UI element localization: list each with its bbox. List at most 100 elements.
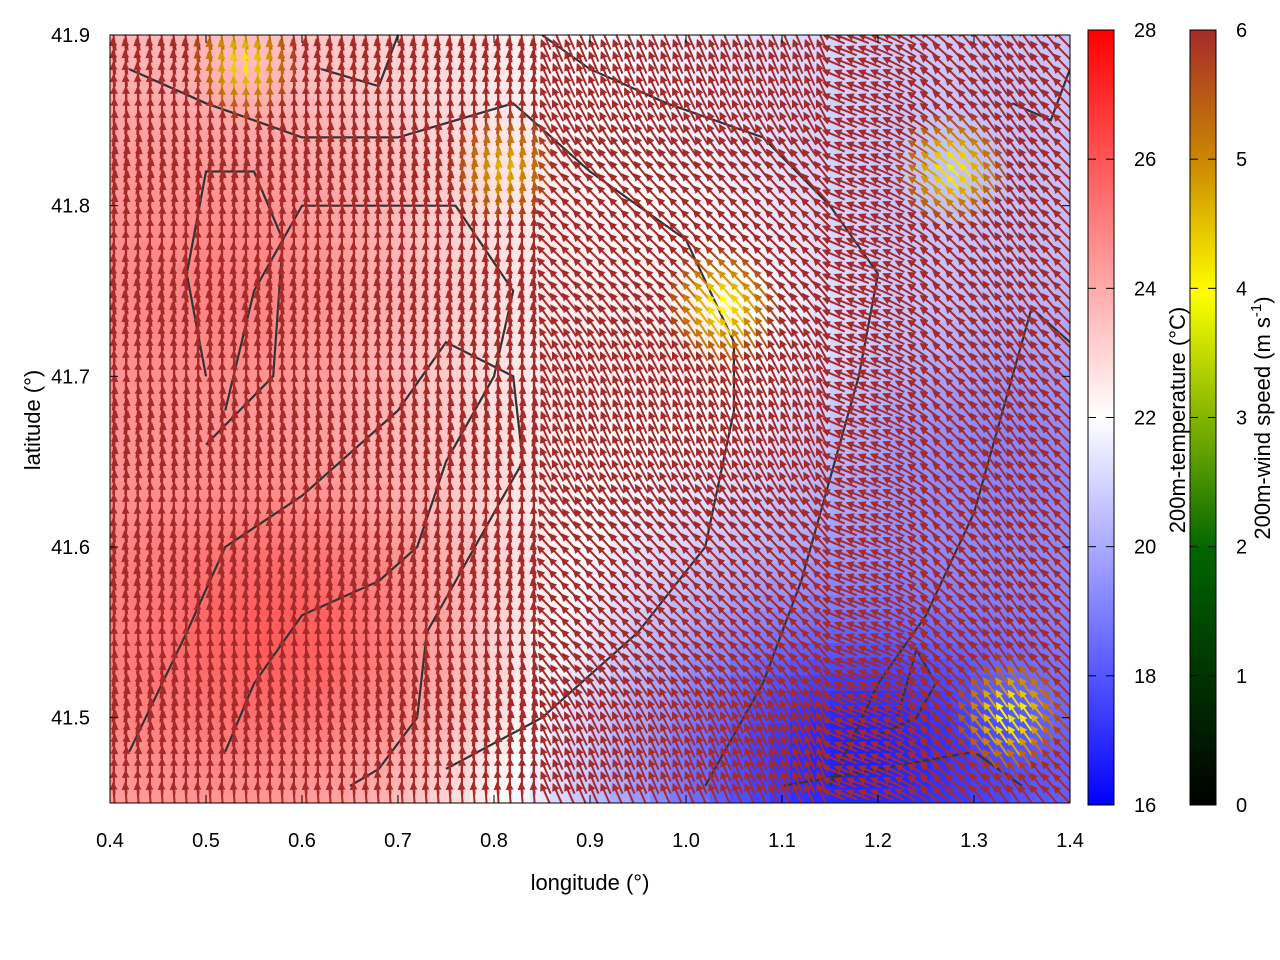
- temperature-cell: [190, 659, 211, 676]
- temperature-cell: [490, 163, 511, 180]
- temperature-cell: [330, 627, 351, 644]
- temperature-cell: [130, 163, 151, 180]
- temperature-cell: [430, 643, 451, 660]
- temperature-cell: [270, 499, 291, 516]
- temperature-cell: [490, 547, 511, 564]
- temperature-cell: [430, 227, 451, 244]
- temperature-cell: [190, 627, 211, 644]
- temperature-cell: [270, 595, 291, 612]
- temperature-cell: [190, 547, 211, 564]
- temperature-cell: [250, 771, 271, 788]
- temperature-cell: [450, 371, 471, 388]
- temperature-cell: [130, 531, 151, 548]
- temperature-cell: [190, 483, 211, 500]
- temperature-cell: [150, 515, 171, 532]
- temperature-cell: [430, 131, 451, 148]
- temperature-cell: [250, 739, 271, 756]
- temperature-cell: [270, 387, 291, 404]
- temperature-cell: [210, 515, 231, 532]
- temperature-cell: [270, 483, 291, 500]
- temperature-cell: [250, 67, 271, 84]
- temperature-cell: [330, 339, 351, 356]
- temperature-cell: [130, 595, 151, 612]
- temperature-cell: [490, 691, 511, 708]
- temperature-cell: [370, 195, 391, 212]
- temperature-cell: [150, 739, 171, 756]
- temperature-cell: [210, 83, 231, 100]
- temperature-cell: [130, 755, 151, 772]
- temperature-cell: [450, 355, 471, 372]
- temperature-cell: [250, 691, 271, 708]
- temperature-cell: [390, 67, 411, 84]
- temperature-cell: [330, 211, 351, 228]
- temperature-cell: [130, 51, 151, 68]
- temperature-cell: [370, 579, 391, 596]
- temperature-cell: [130, 99, 151, 116]
- temperature-cell: [310, 243, 331, 260]
- temperature-cell: [310, 451, 331, 468]
- temperature-cell: [390, 499, 411, 516]
- temperature-cell: [250, 243, 271, 260]
- temperature-cell: [390, 627, 411, 644]
- temperature-cell: [370, 371, 391, 388]
- temperature-cell: [190, 787, 211, 803]
- temperature-cell: [510, 323, 531, 340]
- temperature-cell: [450, 83, 471, 100]
- temperature-cell: [210, 115, 231, 132]
- temperature-cell: [390, 339, 411, 356]
- temperature-cell: [150, 595, 171, 612]
- temperature-cell: [370, 451, 391, 468]
- temperature-cell: [430, 419, 451, 436]
- temperature-cell: [250, 547, 271, 564]
- temperature-cell: [250, 371, 271, 388]
- temperature-cell: [430, 403, 451, 420]
- temperature-cell: [130, 307, 151, 324]
- temperature-cell: [490, 211, 511, 228]
- temperature-cell: [270, 67, 291, 84]
- temperature-cell: [390, 611, 411, 628]
- temperature-cell: [250, 643, 271, 660]
- temperature-cell: [130, 451, 151, 468]
- temperature-cell: [390, 83, 411, 100]
- temperature-cell: [310, 307, 331, 324]
- temperature-cell: [310, 371, 331, 388]
- temperature-cell: [150, 115, 171, 132]
- temperature-cell: [310, 627, 331, 644]
- temperature-cell: [370, 547, 391, 564]
- temperature-cell: [510, 787, 531, 803]
- temperature-cell: [510, 355, 531, 372]
- temperature-cell: [190, 131, 211, 148]
- temperature-cell: [490, 83, 511, 100]
- temperature-cell: [130, 643, 151, 660]
- temperature-cell: [250, 579, 271, 596]
- temperature-cell: [430, 787, 451, 803]
- temperature-cell: [250, 499, 271, 516]
- temperature-cell: [130, 83, 151, 100]
- temperature-cell: [190, 451, 211, 468]
- plot-area: [110, 35, 1070, 803]
- temperature-cell: [310, 707, 331, 724]
- temperature-cell: [190, 723, 211, 740]
- temperature-cell: [370, 243, 391, 260]
- temperature-cell: [430, 211, 451, 228]
- temperature-cell: [190, 531, 211, 548]
- temperature-cell: [490, 67, 511, 84]
- temperature-cell: [270, 99, 291, 116]
- temperature-cell: [510, 211, 531, 228]
- temperature-cell: [310, 403, 331, 420]
- temperature-cell: [330, 83, 351, 100]
- temperature-cell: [430, 547, 451, 564]
- temperature-cell: [430, 51, 451, 68]
- temperature-cell: [270, 739, 291, 756]
- temperature-cell: [250, 595, 271, 612]
- temperature-cell: [130, 227, 151, 244]
- temperature-cell: [450, 739, 471, 756]
- temperature-cell: [370, 659, 391, 676]
- temperature-cell: [310, 499, 331, 516]
- temperature-cell: [490, 243, 511, 260]
- temperature-cell: [490, 115, 511, 132]
- temperature-cell: [430, 579, 451, 596]
- temperature-cell: [190, 115, 211, 132]
- temperature-cell: [510, 515, 531, 532]
